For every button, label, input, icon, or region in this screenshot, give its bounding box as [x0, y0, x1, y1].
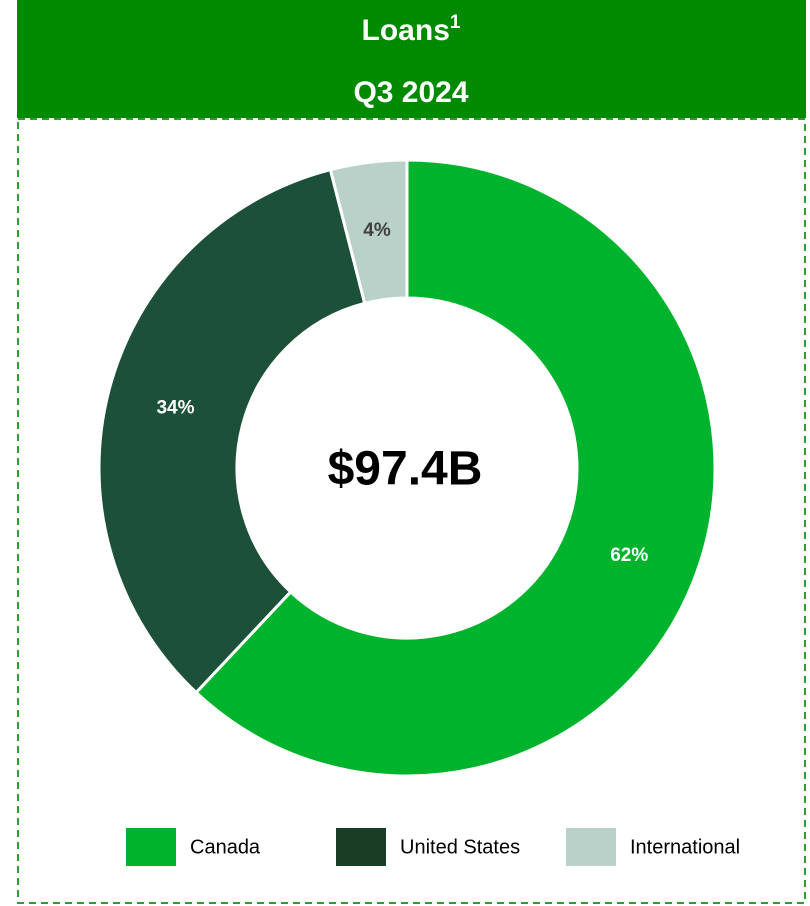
- title-text: Loans: [362, 14, 450, 47]
- legend-label: United States: [400, 836, 520, 858]
- legend-swatch: [126, 828, 176, 866]
- title-footnote: 1: [450, 12, 461, 33]
- slice: [328, 158, 409, 306]
- slices: [97, 158, 717, 778]
- legend-swatch: [336, 828, 386, 866]
- data-label: 34%: [156, 398, 194, 419]
- legend-label: International: [630, 836, 740, 858]
- center-label: $97.4B: [328, 443, 483, 496]
- data-label: 4%: [363, 220, 391, 241]
- chart-title: Loans1: [362, 12, 461, 47]
- slice: [194, 158, 717, 778]
- data-label: 62%: [610, 545, 648, 566]
- frame: [17, 118, 806, 904]
- legend-swatch: [566, 828, 616, 866]
- legend-label: Canada: [190, 836, 261, 858]
- header: [17, 0, 806, 118]
- chart-subtitle: Q3 2024: [353, 76, 468, 109]
- slice: [97, 167, 367, 695]
